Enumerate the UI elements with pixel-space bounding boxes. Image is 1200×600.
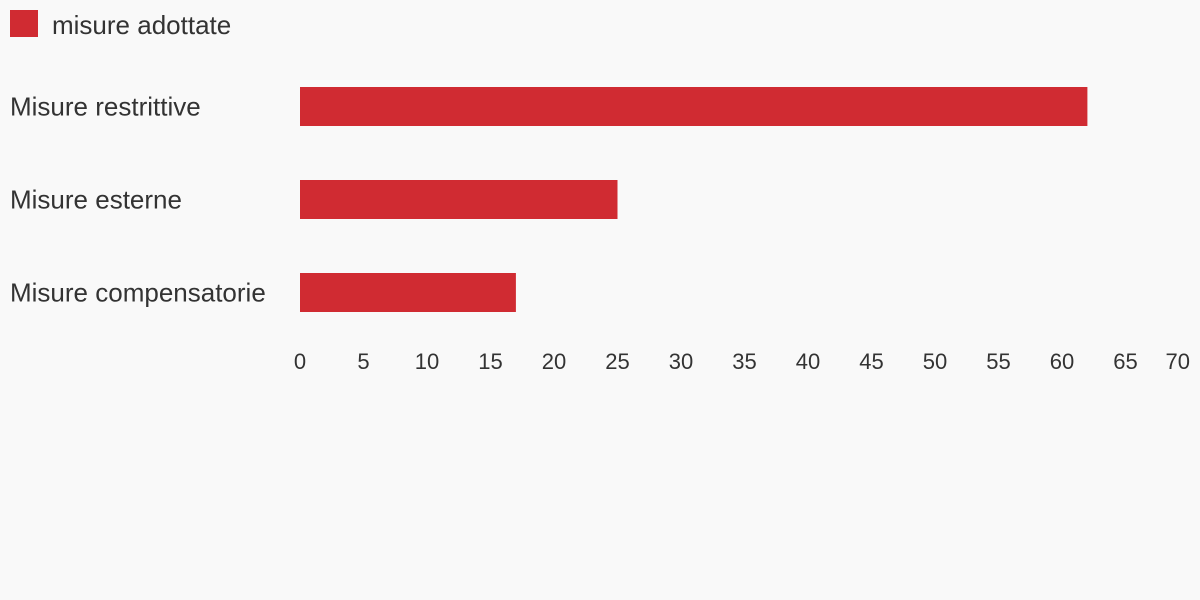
y-tick-label: Misure compensatorie xyxy=(10,277,266,307)
x-tick-label: 5 xyxy=(357,349,369,374)
legend-swatch xyxy=(10,10,38,37)
x-tick-label: 10 xyxy=(415,349,439,374)
bar xyxy=(300,273,516,312)
bar xyxy=(300,87,1088,126)
y-tick-label: Misure restrittive xyxy=(10,91,201,121)
legend-label: misure adottate xyxy=(52,10,231,40)
x-tick-label: 70 xyxy=(1166,349,1190,374)
x-tick-label: 25 xyxy=(605,349,629,374)
x-tick-label: 40 xyxy=(796,349,820,374)
x-tick-label: 55 xyxy=(986,349,1010,374)
x-tick-label: 35 xyxy=(732,349,756,374)
x-tick-label: 15 xyxy=(478,349,502,374)
x-tick-label: 20 xyxy=(542,349,566,374)
x-tick-label: 45 xyxy=(859,349,883,374)
x-tick-label: 65 xyxy=(1113,349,1137,374)
x-tick-label: 60 xyxy=(1050,349,1074,374)
bar xyxy=(300,180,618,219)
x-tick-label: 30 xyxy=(669,349,693,374)
x-tick-label: 50 xyxy=(923,349,947,374)
y-tick-label: Misure esterne xyxy=(10,184,182,214)
x-tick-label: 0 xyxy=(294,349,306,374)
